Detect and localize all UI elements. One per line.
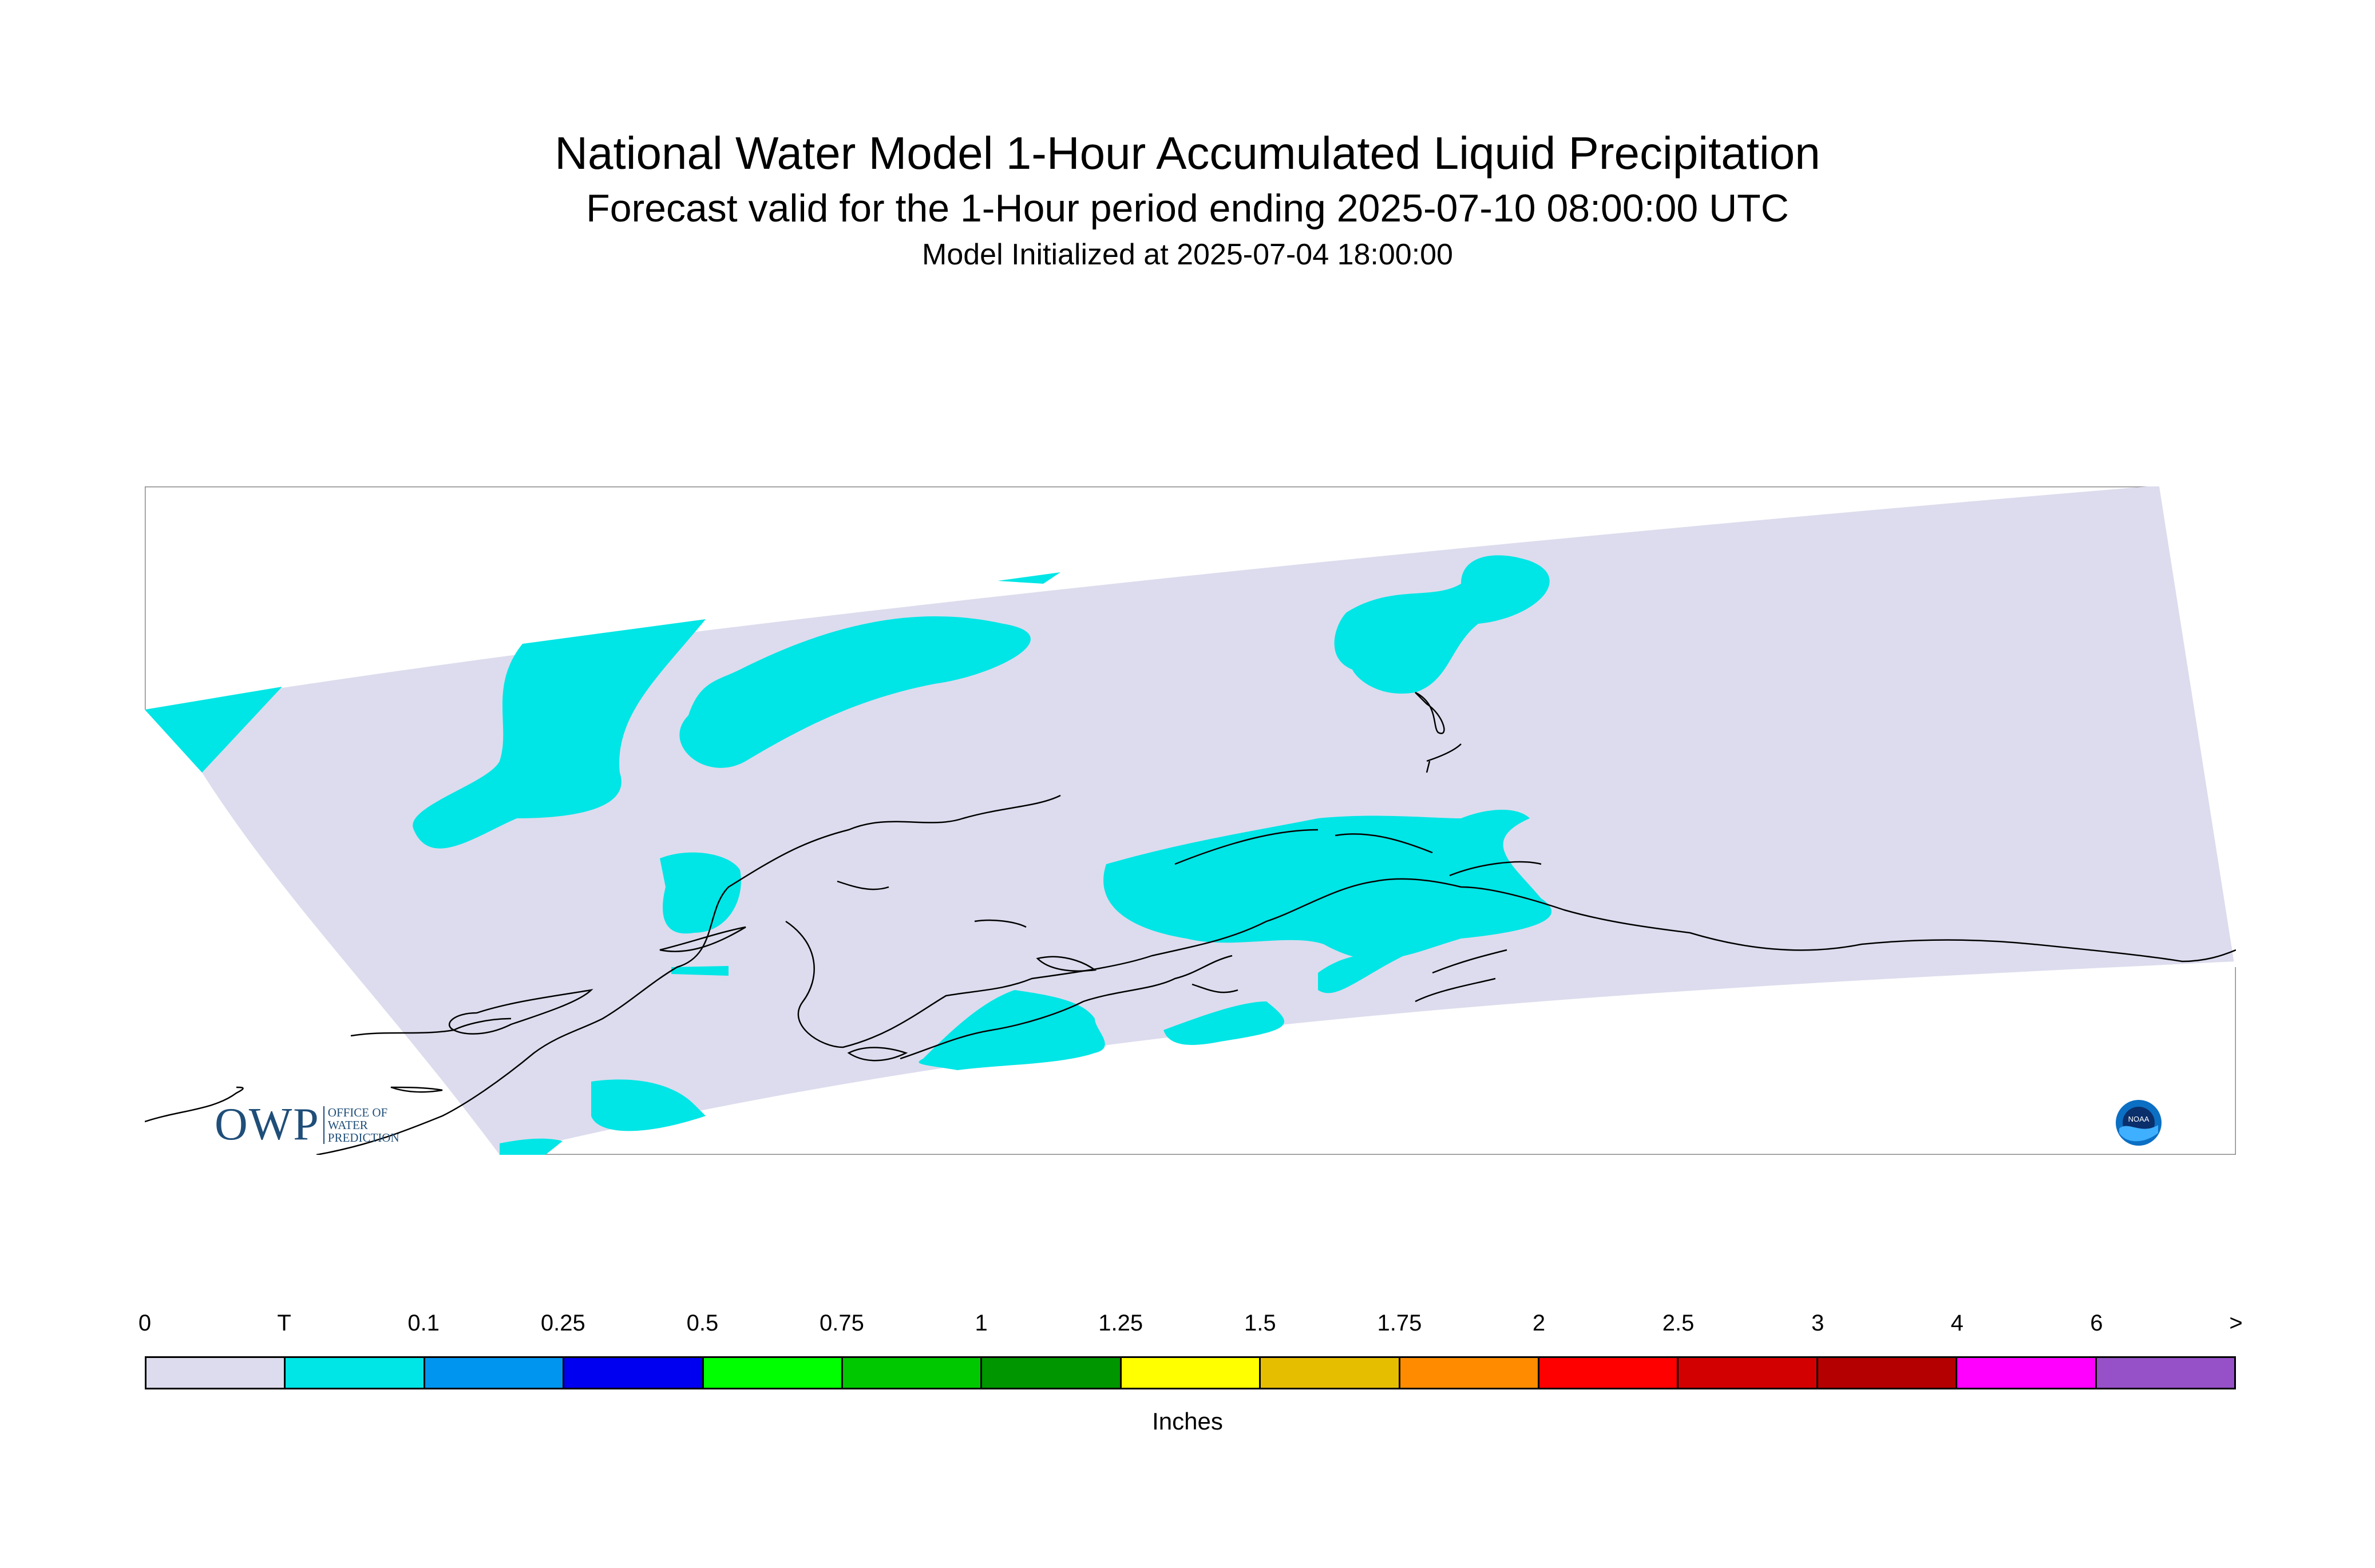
precip-area — [1163, 1001, 1284, 1045]
legend-labels: 0 T 0.1 0.25 0.5 0.75 1 1.25 1.5 1.75 2 2.5 3 4 6 > — [138, 1310, 2243, 1345]
legend-tick-label: 1 — [975, 1310, 988, 1336]
precip-area — [919, 990, 1105, 1070]
legend-tick-label: 0.1 — [407, 1310, 440, 1336]
owp-logo: OWP OFFICE OF WATER PREDICTION — [215, 1099, 399, 1151]
precipitation-map — [145, 486, 2236, 1155]
legend-tick-label: 2.5 — [1662, 1310, 1695, 1336]
owp-logo-text: OFFICE OF WATER PREDICTION — [323, 1106, 399, 1144]
coastline — [974, 919, 1027, 928]
coastline — [1192, 983, 1238, 993]
legend-swatch — [425, 1358, 565, 1388]
model-init-time: Model Initialized at 2025-07-04 18:00:00 — [922, 238, 1453, 271]
coastline — [900, 955, 1233, 1060]
precip-area — [413, 619, 706, 849]
coastline — [1432, 949, 1507, 974]
owp-logo-line: PREDICTION — [327, 1130, 399, 1145]
legend-swatch — [1261, 1358, 1400, 1388]
coastline — [1174, 829, 1542, 877]
coastline — [1426, 743, 1462, 773]
legend-swatch — [564, 1358, 704, 1388]
precip-area — [500, 1138, 563, 1155]
coastline — [837, 880, 889, 890]
legend-swatch — [843, 1358, 983, 1388]
legend-tick-label: T — [277, 1310, 291, 1336]
coastline — [145, 1086, 244, 1123]
legend-colorbar — [145, 1356, 2236, 1389]
legend-units: Inches — [1152, 1408, 1223, 1435]
legend-swatch — [1957, 1358, 2097, 1388]
coastline — [785, 878, 2236, 1048]
legend-swatch — [2096, 1358, 2235, 1388]
legend-swatch — [982, 1358, 1122, 1388]
legend-swatch — [1400, 1358, 1540, 1388]
legend-tick-label: 0.25 — [540, 1310, 585, 1336]
coastline — [1036, 956, 1097, 972]
owp-logo-line: OFFICE OF — [327, 1105, 388, 1119]
precip-area — [1318, 953, 1404, 993]
legend-tick-label: 2 — [1532, 1310, 1546, 1336]
precip-area — [671, 966, 729, 976]
model-domain-left-cut — [145, 710, 500, 1155]
precip-areas — [145, 555, 1552, 1155]
owp-logo-mark: OWP — [215, 1099, 320, 1150]
legend-swatch — [147, 1358, 286, 1388]
coastline — [1415, 691, 1445, 734]
precip-area — [679, 616, 1031, 768]
legend-swatch — [1121, 1358, 1261, 1388]
coastline — [659, 926, 746, 952]
precip-area — [591, 1079, 706, 1131]
noaa-logo: NOAA — [2116, 1100, 2162, 1146]
model-domain-right-cut — [2159, 486, 2236, 967]
coastline — [350, 1017, 512, 1037]
legend-tick-label: 0.5 — [686, 1310, 719, 1336]
legend-tick-label: 0 — [138, 1310, 152, 1336]
legend-tick-label: 1.5 — [1244, 1310, 1276, 1336]
legend-swatch — [1818, 1358, 1958, 1388]
coastline — [449, 989, 593, 1035]
coastline — [316, 794, 1061, 1155]
legend-tick-label: 3 — [1811, 1310, 1824, 1336]
legend-tick-label: 1.75 — [1377, 1310, 1422, 1336]
legend-tick-label: 6 — [2090, 1310, 2103, 1336]
noaa-logo-text: NOAA — [2128, 1115, 2150, 1123]
legend-tick-label: > — [2229, 1310, 2243, 1336]
legend-swatch — [1679, 1358, 1818, 1388]
coastline — [847, 1047, 908, 1062]
legend-swatch — [703, 1358, 844, 1388]
map-subtitle: Forecast valid for the 1-Hour period end… — [586, 187, 1789, 230]
coastline — [1415, 977, 1496, 1003]
precip-area — [660, 852, 741, 934]
coastline — [390, 1086, 443, 1093]
precip-area — [145, 687, 282, 773]
precip-area — [1103, 810, 1552, 960]
legend-swatch — [1539, 1358, 1679, 1388]
precip-area — [1334, 555, 1550, 694]
legend-tick-label: 1.25 — [1098, 1310, 1143, 1336]
legend-tick-label: 4 — [1950, 1310, 1964, 1336]
map-title: National Water Model 1-Hour Accumulated … — [555, 128, 1820, 179]
coastlines — [145, 691, 2236, 1155]
precip-area — [998, 572, 1060, 584]
legend-tick-label: 0.75 — [820, 1310, 864, 1336]
owp-logo-line: WATER — [327, 1118, 368, 1132]
legend-swatch — [286, 1358, 425, 1388]
